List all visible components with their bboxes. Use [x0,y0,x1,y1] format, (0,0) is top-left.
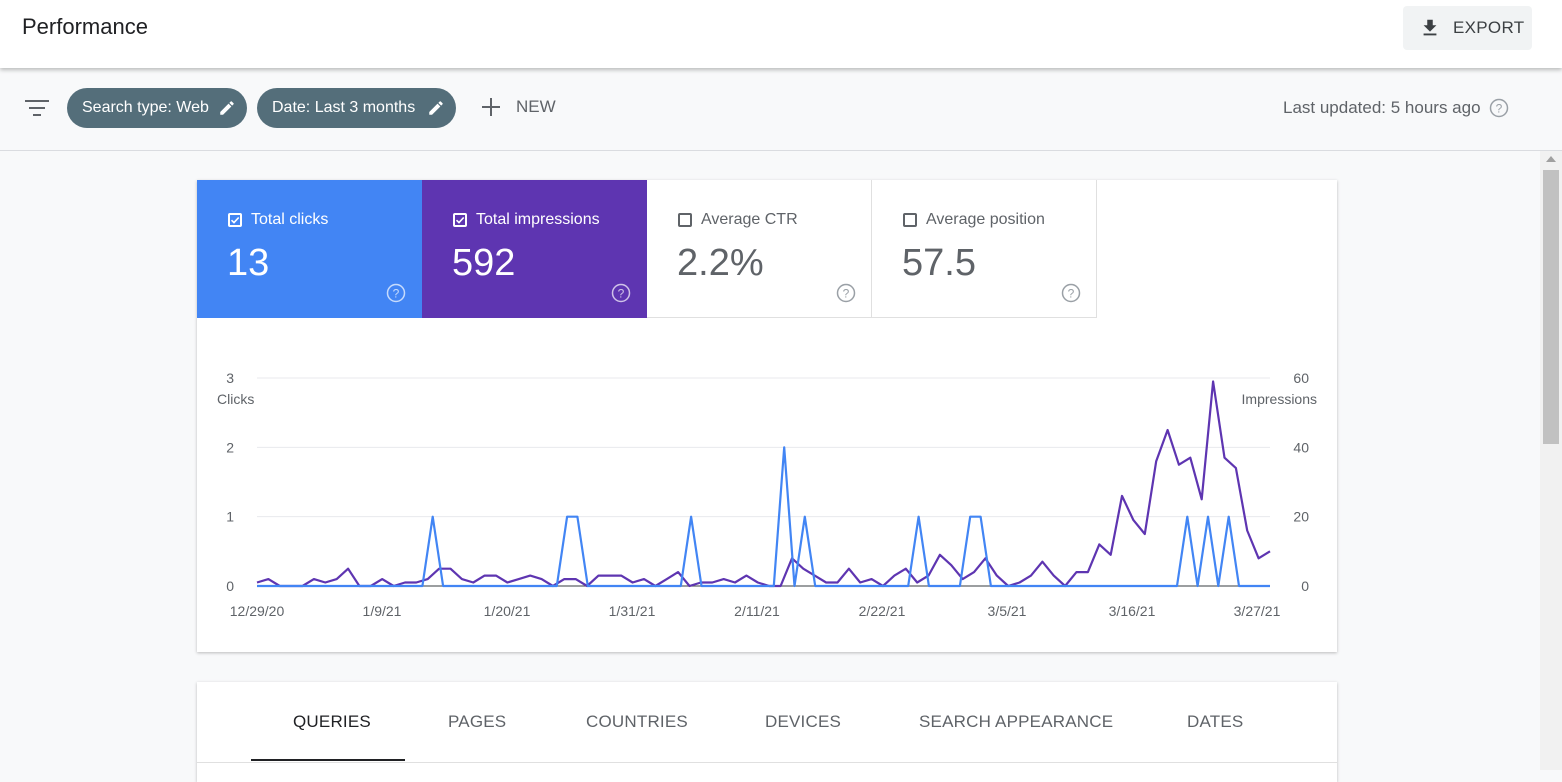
tabs-divider [197,762,1337,763]
tab-devices[interactable]: DEVICES [765,712,842,731]
checkbox-checked-icon[interactable] [228,213,242,227]
svg-text:?: ? [618,287,625,301]
left-axis-label: Clicks [217,391,254,407]
x-tick-label: 3/16/21 [1109,603,1156,619]
tab-pages[interactable]: PAGES [448,712,507,731]
scroll-up-arrow-icon[interactable] [1546,156,1556,162]
dimension-tabs-card: QUERIES PAGES COUNTRIES DEVICES SEARCH A… [197,682,1337,782]
last-updated-text: Last updated: 5 hours ago [1283,98,1481,117]
active-tab-indicator [251,759,405,761]
export-label: EXPORT [1453,18,1525,37]
left-y-tick-label: 2 [226,439,234,455]
last-updated-status: Last updated: 5 hours ago ? [1283,98,1509,118]
series-line-clicks [257,446,1270,588]
svg-text:?: ? [843,287,850,301]
metric-average-ctr[interactable]: Average CTR 2.2% ? [647,180,872,318]
metric-label: Average CTR [701,211,798,228]
tab-countries[interactable]: COUNTRIES [586,712,688,731]
checkbox-unchecked-icon[interactable] [903,213,917,227]
metric-total-clicks[interactable]: Total clicks 13 ? [197,180,422,318]
edit-pencil-icon [429,101,443,115]
x-tick-label: 12/29/20 [230,603,285,619]
right-y-tick-label: 40 [1293,439,1309,455]
top-app-bar: Performance EXPORT [0,0,1562,68]
x-tick-label: 1/20/21 [484,603,531,619]
help-icon[interactable]: ? [836,283,856,303]
chip-label: Search type: Web [82,99,209,116]
svg-text:?: ? [393,287,400,301]
help-icon[interactable]: ? [1489,98,1509,118]
svg-text:?: ? [1495,102,1502,116]
help-icon[interactable]: ? [611,283,631,303]
page-title: Performance [22,14,148,39]
metric-average-position[interactable]: Average position 57.5 ? [872,180,1097,318]
performance-line-chart[interactable]: Clicks Impressions 0 0 1 20 2 40 3 60 12/29/20 1/… [197,318,1337,652]
search-type-chip[interactable]: Search type: Web [67,88,247,128]
filter-list-icon[interactable] [25,98,49,118]
tab-queries[interactable]: QUERIES [293,712,371,731]
metric-value: 2.2% [677,242,764,284]
chip-label: Date: Last 3 months [272,99,416,116]
metric-value: 13 [227,242,270,284]
filter-bar: Search type: Web Date: Last 3 months NEW… [0,68,1562,151]
new-label: NEW [516,97,556,116]
left-y-tick-label: 1 [226,509,234,525]
download-icon [1423,19,1437,36]
edit-pencil-icon [220,101,234,115]
right-axis-label: Impressions [1242,391,1317,407]
export-button[interactable]: EXPORT [1403,6,1532,50]
scroll-thumb[interactable] [1543,170,1559,444]
x-tick-label: 1/9/21 [363,603,402,619]
tab-dates[interactable]: DATES [1187,712,1244,731]
plus-icon [482,98,500,116]
metric-label: Average position [926,211,1045,228]
checkbox-checked-icon[interactable] [453,213,467,227]
date-range-chip[interactable]: Date: Last 3 months [257,88,456,128]
left-y-tick-label: 0 [226,578,234,594]
tab-search-appearance[interactable]: SEARCH APPEARANCE [919,712,1114,731]
x-tick-label: 2/22/21 [859,603,906,619]
series-line-impressions [256,380,1271,588]
checkbox-unchecked-icon[interactable] [678,213,692,227]
help-icon[interactable]: ? [1061,283,1081,303]
left-y-tick-label: 3 [226,370,234,386]
metric-value: 592 [452,242,516,284]
performance-card: Total clicks 13 ? Total impressions 592 … [197,180,1337,652]
help-icon[interactable]: ? [386,283,406,303]
x-tick-label: 3/5/21 [988,603,1027,619]
metric-label: Total clicks [251,211,329,228]
right-y-tick-label: 20 [1293,509,1309,525]
right-y-tick-label: 0 [1301,578,1309,594]
new-filter-button[interactable]: NEW [480,96,556,118]
vertical-scrollbar[interactable] [1540,150,1562,770]
metric-label: Total impressions [476,211,600,228]
svg-text:?: ? [1068,287,1075,301]
x-tick-label: 3/27/21 [1234,603,1281,619]
metric-total-impressions[interactable]: Total impressions 592 ? [422,180,647,318]
metric-value: 57.5 [902,242,976,284]
x-tick-label: 1/31/21 [609,603,656,619]
right-y-tick-label: 60 [1293,370,1309,386]
x-tick-label: 2/11/21 [734,603,780,619]
